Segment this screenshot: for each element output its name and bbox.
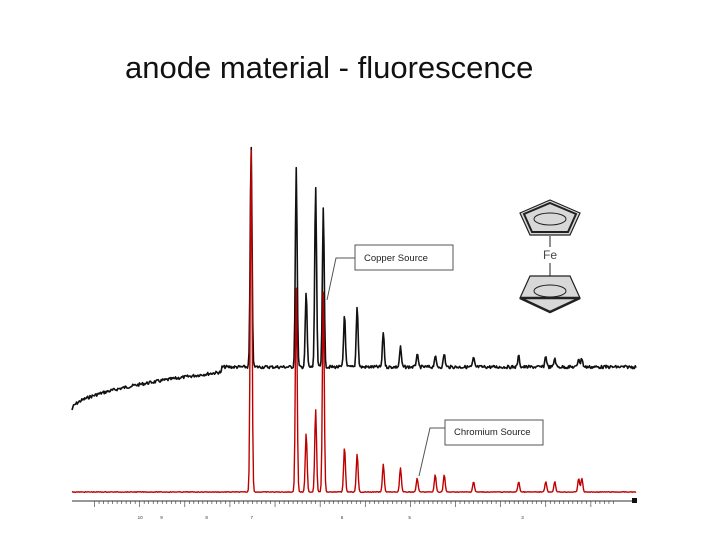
lower-ring-front-edge <box>519 296 581 314</box>
x-tick-label: 8 <box>205 515 208 520</box>
chromium-trace-group <box>71 149 637 493</box>
copper-callout-label: Copper Source <box>364 253 428 264</box>
copper-trace-group <box>71 146 637 411</box>
axis-end-marker <box>632 498 637 503</box>
upper-ring-orbital <box>533 212 567 226</box>
slide-title: anode material - fluorescence <box>125 50 534 85</box>
copper-callout: Copper Source <box>326 244 454 301</box>
chromium-callout-label: Chromium Source <box>454 427 531 438</box>
chromium-series-line <box>71 149 637 493</box>
ferrocene-structure-icon: Fe <box>519 199 581 314</box>
x-tick-label: 10 <box>138 515 144 520</box>
chromium-callout-leader <box>418 427 445 477</box>
x-tick-label: 3 <box>521 515 524 520</box>
fe-label: Fe <box>543 248 557 262</box>
chromium-callout-box <box>444 419 544 446</box>
upper-cyclopentadienyl-ring <box>519 199 581 236</box>
lower-ring-orbital <box>533 284 567 298</box>
x-tick-label: 6 <box>341 515 344 520</box>
copper-callout-box <box>354 244 454 271</box>
x-tick-label: 5 <box>408 515 411 520</box>
copper-callout-leader <box>326 257 355 301</box>
x-tick-label: 7 <box>250 515 253 520</box>
x-axis: 10 9 8 7 6 5 3 <box>72 498 637 520</box>
lower-cyclopentadienyl-ring <box>519 275 581 313</box>
chromium-callout: Chromium Source <box>418 419 544 477</box>
upper-ring-back-edge <box>522 201 578 233</box>
x-tick-label: 9 <box>160 515 163 520</box>
copper-series-line <box>71 146 637 411</box>
